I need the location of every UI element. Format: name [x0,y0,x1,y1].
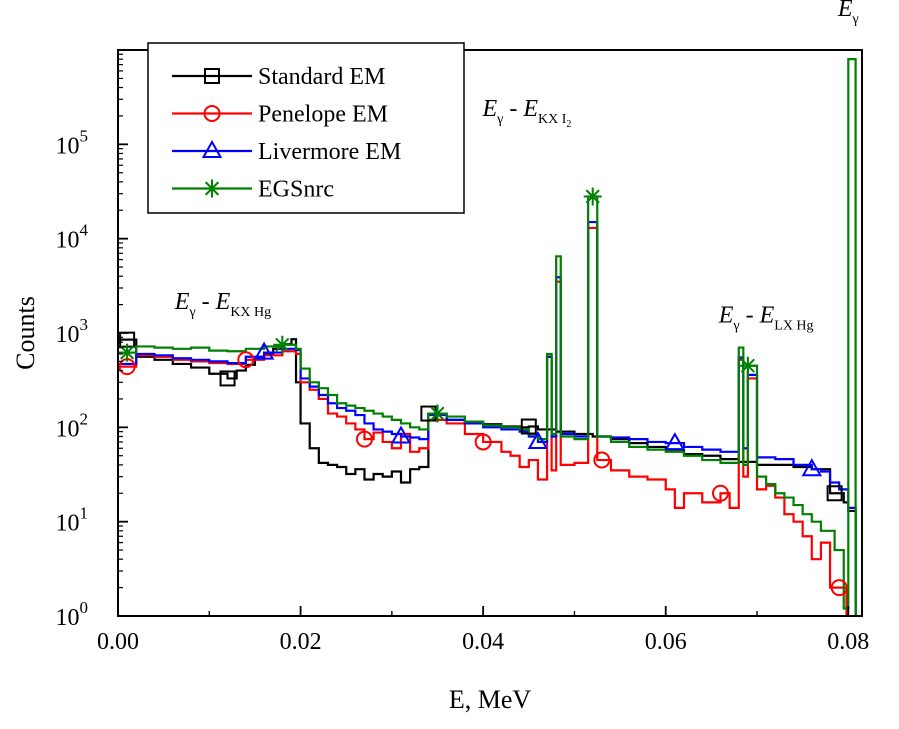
annotation-2-e: E [718,302,734,328]
series-2-marker-1-shape [390,425,412,444]
annotation-3: Eγ [837,0,859,27]
series-1-marker-3 [474,433,492,451]
y-tick-exponent-2: 2 [80,409,89,428]
annotation-1-subsubscript: 2 [566,119,571,130]
series-line-3 [118,58,857,616]
y-tick-label-1: 101 [56,504,89,537]
y-tick-label-0: 100 [56,598,89,631]
annotation-1-subscript: KX I [538,112,567,127]
series-3-marker-1 [273,335,292,354]
y-tick-exponent-5: 5 [80,126,89,145]
annotation-2-subscript: LX Hg [774,318,813,333]
legend-marker-2 [201,139,223,158]
y-tick-exponent-0: 0 [80,598,89,617]
series-3-marker-3 [583,187,602,206]
series-0-marker-1 [219,370,236,387]
legend-marker-1-shape [203,105,221,122]
y-tick-exponent-3: 3 [80,315,89,334]
y-tick-exponent-4: 4 [80,221,89,240]
annotation-2: Eγ - ELX Hg [718,302,814,333]
annotation-1-e: E [482,96,498,122]
legend-label-3: EGSnrc [258,177,334,203]
series-1-marker-3-shape [474,433,492,451]
annotation-0-e: E [174,289,190,315]
legend-marker-0 [204,68,220,84]
x-tick-label-3: 0.06 [645,629,687,655]
series-1-marker-2 [355,430,373,448]
y-tick-label-2: 102 [56,409,89,442]
y-tick-exponent-1: 1 [80,504,89,523]
legend-marker-3-shape [203,179,221,198]
series-3-marker-2-shape [428,404,447,423]
legend-label-1: Penelope EM [258,102,388,128]
annotation-2-e2: E [759,302,775,328]
annotation-3-e: E [837,0,853,22]
series-3-marker-0-shape [118,343,137,362]
series-0-marker-4 [826,485,843,502]
x-axis-title: E, MeV [449,685,532,714]
annotation-0: Eγ - EKX Hg [174,289,271,320]
series-3-marker-3-shape [583,187,602,206]
x-tick-label-2: 0.04 [462,629,504,655]
x-tick-label-0: 0.00 [97,629,139,655]
annotation-0-e2: E [215,289,231,315]
legend: Standard EM Penelope EM Livermore EM EGSnrc [147,42,465,214]
series-1-marker-1 [237,351,255,369]
series-2-marker-3-shape [664,432,686,451]
legend-marker-3 [203,179,221,198]
series-1-marker-5-shape [712,484,730,502]
series-3-marker-0 [118,343,137,362]
annotation-1-minus: - [503,96,523,122]
annotation-1-e2: E [522,96,538,122]
series-1-marker-4-shape [593,451,611,469]
series-1-marker-6 [830,579,848,597]
annotation-1-gamma: γ [496,112,503,127]
y-axis-title: Counts [11,296,40,370]
x-tick-label-1: 0.02 [280,629,322,655]
series-2-marker-2 [527,430,549,449]
y-tick-label-5: 105 [56,126,89,159]
legend-marker-2-shape [201,139,223,158]
series-0-marker-4-shape [826,485,843,502]
annotation-3-gamma: γ [852,12,859,27]
marker-layer [118,187,848,597]
series-2-marker-2-shape [527,430,549,449]
annotation-2-gamma: γ [732,318,739,333]
legend-label-2: Livermore EM [258,139,401,165]
series-2-marker-3 [664,432,686,451]
series-2-marker-4-shape [801,458,823,477]
series-2-marker-0 [253,341,275,360]
series-1-marker-4 [593,451,611,469]
legend-marker-1 [203,105,221,122]
annotation-0-subscript: KX Hg [230,305,271,320]
series-0-marker-1-shape [219,370,236,387]
legend-box [147,42,465,214]
annotation-2-minus: - [740,302,760,328]
x-tick-label-4: 0.08 [827,629,869,655]
y-tick-label-3: 103 [56,315,89,348]
series-3-marker-4 [738,356,757,375]
series-1-marker-5 [712,484,730,502]
series-3-marker-1-shape [273,335,292,354]
series-2-marker-1 [390,425,412,444]
series-3-marker-4-shape [738,356,757,375]
legend-marker-0-shape [204,68,220,84]
annotation-0-gamma: γ [188,305,195,320]
y-tick-label-4: 104 [56,221,89,254]
legend-label-0: Standard EM [258,64,385,90]
series-0-marker-3 [520,418,537,435]
series-3-marker-2 [428,404,447,423]
series-2-marker-4 [801,458,823,477]
series-1-marker-6-shape [830,579,848,597]
series-2-marker-0-shape [253,341,275,360]
annotation-1: Eγ - EKX I2 [482,96,572,130]
series-1-marker-1-shape [237,351,255,369]
series-1-marker-2-shape [355,430,373,448]
series-0-marker-3-shape [520,418,537,435]
annotation-0-minus: - [196,289,216,315]
